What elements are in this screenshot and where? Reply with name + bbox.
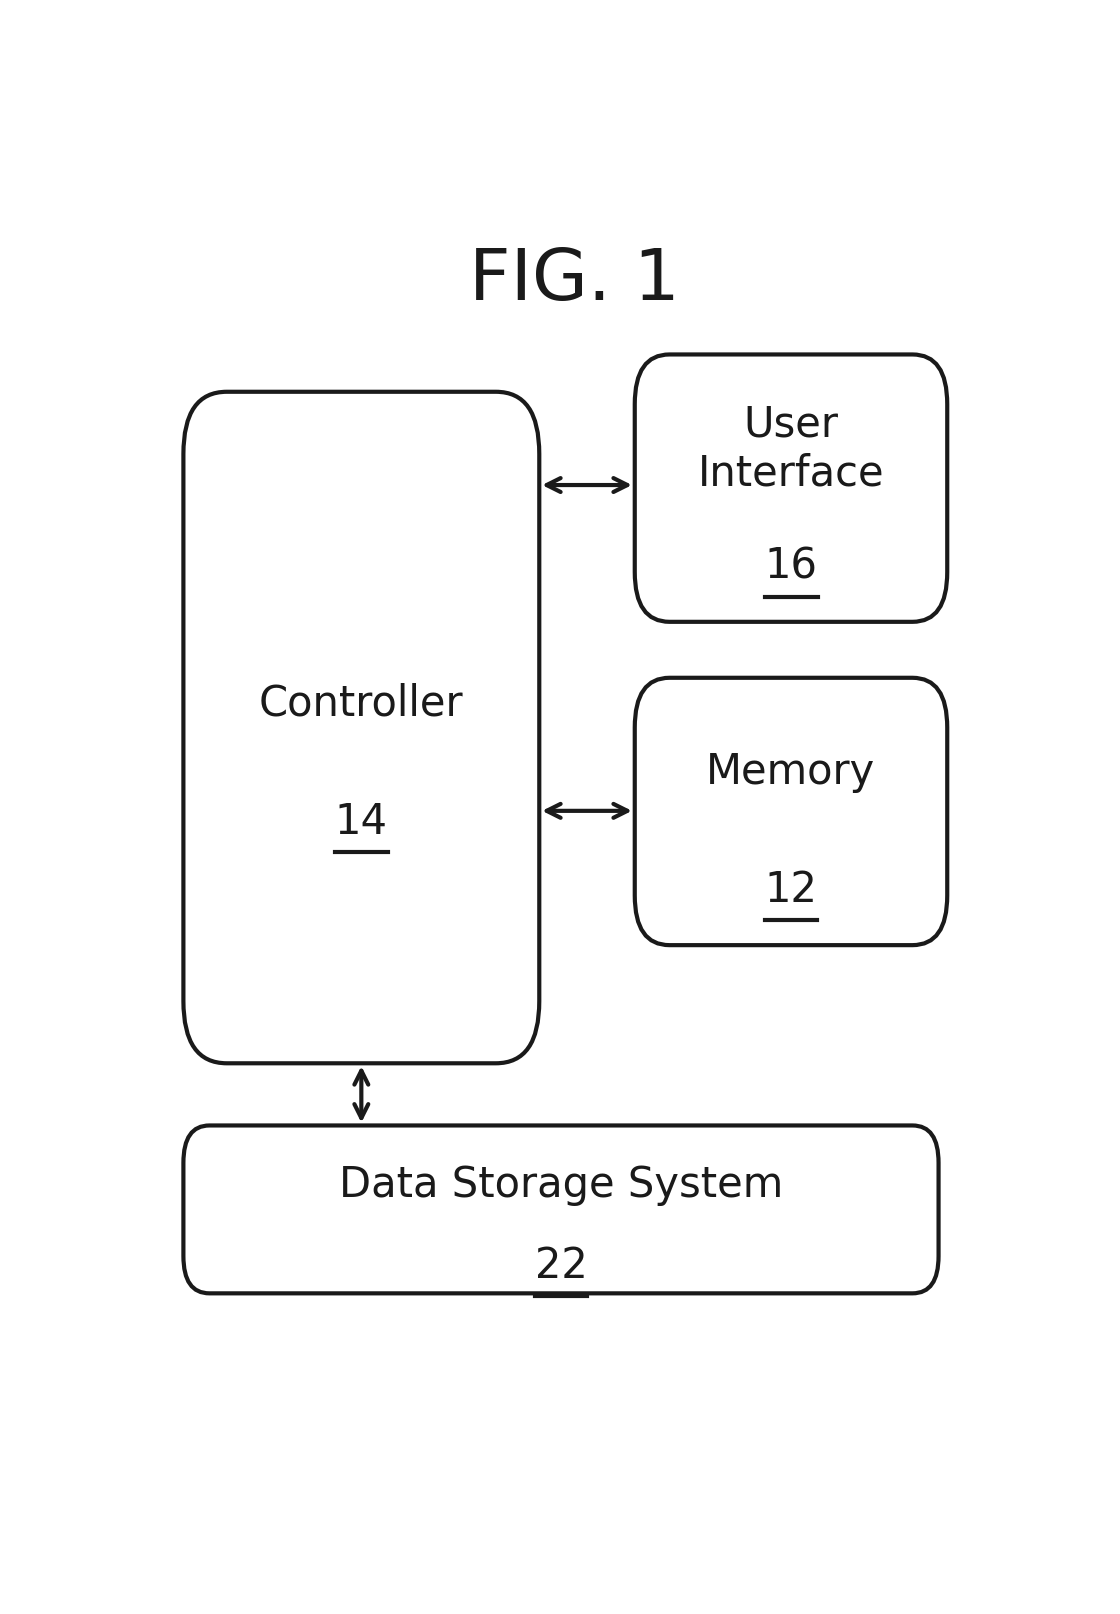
FancyBboxPatch shape [184, 392, 540, 1064]
FancyBboxPatch shape [635, 355, 948, 623]
Text: 16: 16 [765, 546, 818, 587]
Text: Memory: Memory [707, 751, 876, 792]
Text: FIG. 1: FIG. 1 [468, 247, 680, 315]
Text: 22: 22 [534, 1244, 587, 1286]
Text: Data Storage System: Data Storage System [339, 1164, 783, 1206]
FancyBboxPatch shape [635, 678, 948, 946]
FancyBboxPatch shape [184, 1127, 939, 1293]
Text: 12: 12 [765, 868, 818, 910]
Text: Controller: Controller [259, 683, 464, 725]
Text: User
Interface: User Interface [698, 404, 885, 494]
Text: 14: 14 [335, 801, 388, 843]
